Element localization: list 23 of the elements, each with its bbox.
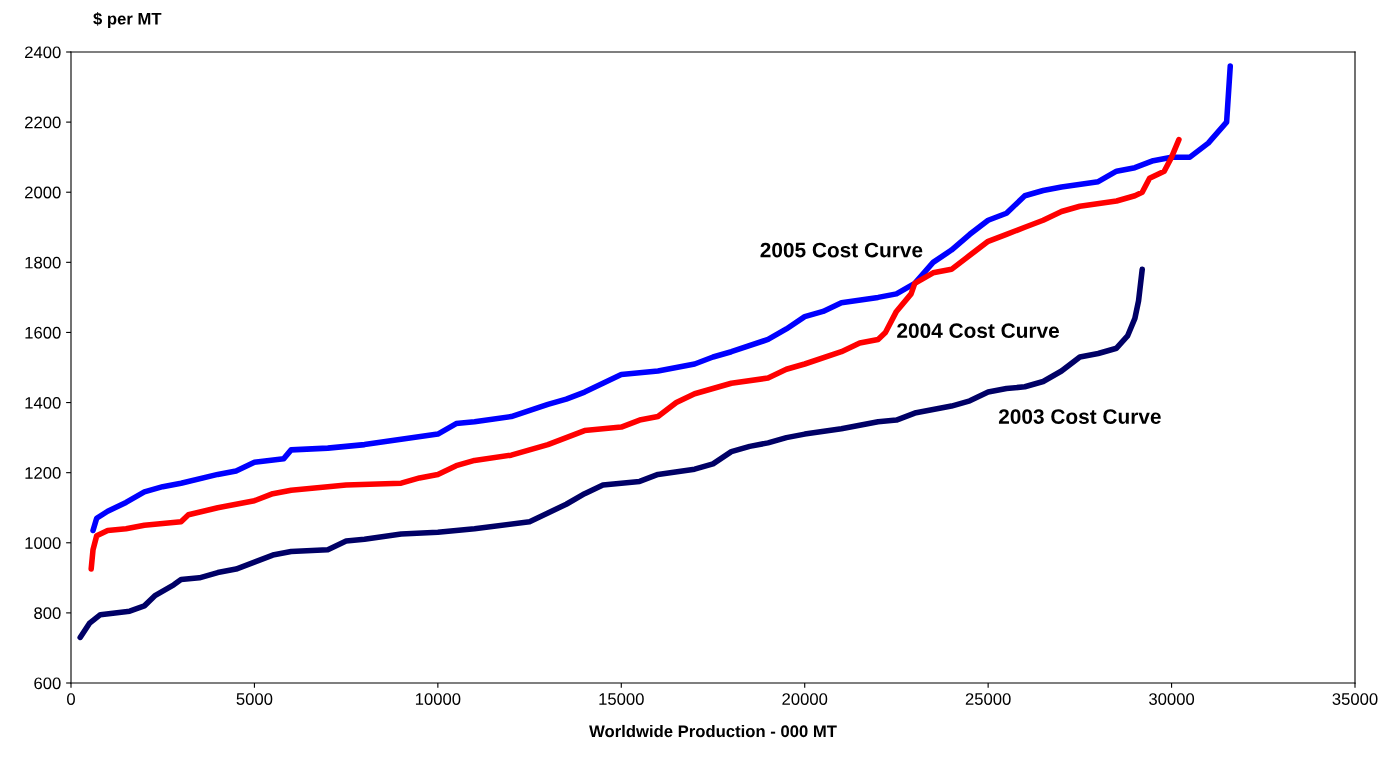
x-axis-title: Worldwide Production - 000 MT xyxy=(589,724,837,738)
x-tick-label: 5000 xyxy=(236,693,273,705)
x-tick-label: 25000 xyxy=(965,693,1011,705)
y-tick-label: 1000 xyxy=(25,537,61,549)
y-tick-label: 1200 xyxy=(25,467,61,479)
y-tick-label: 800 xyxy=(34,607,61,620)
x-tick-label: 10000 xyxy=(415,693,461,705)
series-label: 2005 Cost Curve xyxy=(760,242,923,258)
y-tick-label: 1800 xyxy=(25,256,61,269)
series-label: 2004 Cost Curve xyxy=(897,323,1059,339)
y-tick-label: 600 xyxy=(34,677,61,690)
y-tick-label: 1400 xyxy=(25,396,61,409)
x-tick-label: 20000 xyxy=(782,693,828,705)
series-label: 2003 Cost Curve xyxy=(998,409,1161,424)
x-tick-label: 15000 xyxy=(599,693,644,705)
y-tick-label: 2200 xyxy=(25,116,61,129)
x-tick-label: 0 xyxy=(67,693,75,705)
y-tick-label: 2000 xyxy=(25,186,61,199)
y-tick-label: 1600 xyxy=(25,326,61,339)
y-axis-title: $ per MT xyxy=(93,12,162,28)
x-tick-label: 30000 xyxy=(1149,693,1195,705)
x-tick-label: 35000 xyxy=(1332,693,1378,705)
y-tick-label: 2400 xyxy=(25,46,61,59)
